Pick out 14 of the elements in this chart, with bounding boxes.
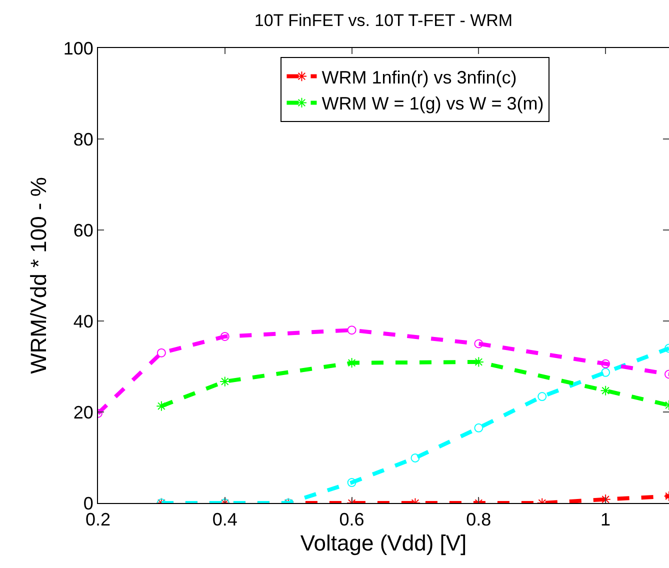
y-tick-label: 80 [73, 129, 94, 150]
y-axis-title: WRM/Vdd * 100 - % [26, 177, 52, 374]
legend-label: WRM 1nfin(r) vs 3nfin(c) [322, 67, 517, 88]
x-tick-label: 1 [600, 510, 611, 530]
y-tick-label: 20 [73, 402, 94, 422]
y-tick-label: 60 [73, 220, 94, 240]
x-tick-label: 0.6 [339, 510, 364, 530]
y-tick-label: 40 [73, 311, 94, 332]
x-axis-title: Voltage (Vdd) [V] [300, 530, 467, 556]
legend-label: WRM W = 1(g) vs W = 3(m) [322, 94, 544, 114]
chart-title: 10T FinFET vs. 10T T-FET - WRM [254, 11, 513, 30]
x-tick-label: 0.8 [466, 510, 492, 530]
x-tick-label: 0.4 [212, 510, 238, 530]
y-tick-label: 100 [63, 38, 94, 58]
